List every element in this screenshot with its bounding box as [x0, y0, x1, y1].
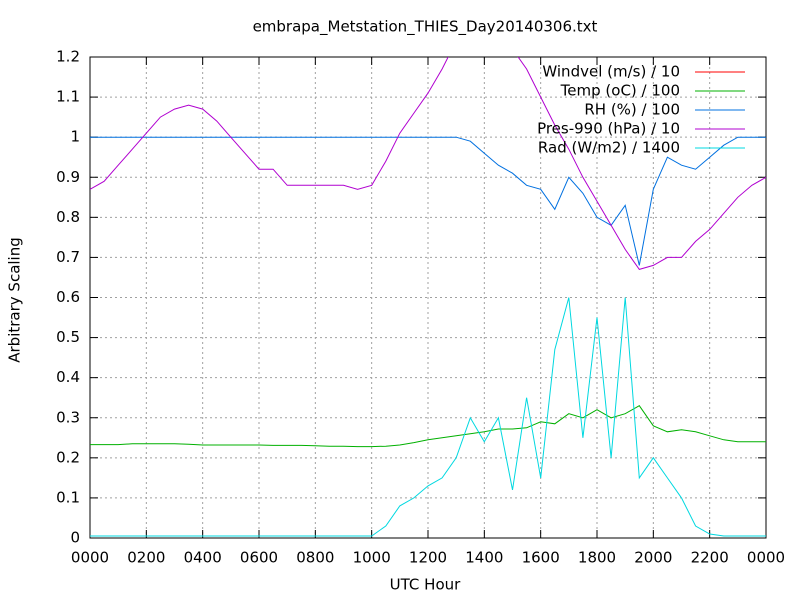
series-line [90, 405, 766, 448]
x-tick-label: 1000 [353, 549, 391, 567]
y-tick-label: 0.1 [56, 488, 80, 506]
y-tick-label: 0.6 [56, 288, 80, 306]
y-tick-label: 0 [70, 529, 80, 547]
x-tick-label: 1800 [578, 549, 616, 567]
x-tick-label: 0600 [240, 549, 278, 567]
y-tick-label: 0.5 [56, 328, 80, 346]
series-line [90, 136, 766, 266]
series-line [90, 57, 766, 270]
x-tick-label: 2200 [691, 549, 729, 567]
x-tick-label: 0400 [184, 549, 222, 567]
legend-label: Rad (W/m2) / 1400 [538, 139, 680, 157]
y-tick-label: 1.1 [56, 88, 80, 106]
y-tick-label: 1 [70, 128, 80, 146]
y-tick-label: 0.8 [56, 208, 80, 226]
legend-label: RH (%) / 100 [584, 101, 680, 119]
series-line [90, 297, 766, 537]
y-tick-label: 0.2 [56, 448, 80, 466]
x-tick-label: 1600 [522, 549, 560, 567]
y-tick-label: 0.3 [56, 408, 80, 426]
legend-label: Pres-990 (hPa) / 10 [537, 120, 680, 138]
legend-label: Temp (oC) / 100 [560, 82, 680, 100]
x-tick-label: 0200 [127, 549, 165, 567]
y-tick-label: 0.7 [56, 248, 80, 266]
y-tick-label: 1.2 [56, 48, 80, 66]
x-tick-label: 0000 [747, 549, 785, 567]
legend-label: Windvel (m/s) / 10 [542, 63, 680, 81]
x-axis-label: UTC Hour [390, 576, 461, 594]
x-tick-label: 1400 [465, 549, 503, 567]
x-tick-label: 0800 [296, 549, 334, 567]
y-tick-label: 0.9 [56, 168, 80, 186]
y-axis-label: Arbitrary Scaling [6, 237, 24, 363]
y-tick-label: 0.4 [56, 368, 80, 386]
x-tick-label: 0000 [71, 549, 109, 567]
x-tick-label: 2000 [634, 549, 672, 567]
x-tick-label: 1200 [409, 549, 447, 567]
plot-border [89, 56, 767, 539]
chart-title: embrapa_Metstation_THIES_Day20140306.txt [253, 18, 598, 37]
